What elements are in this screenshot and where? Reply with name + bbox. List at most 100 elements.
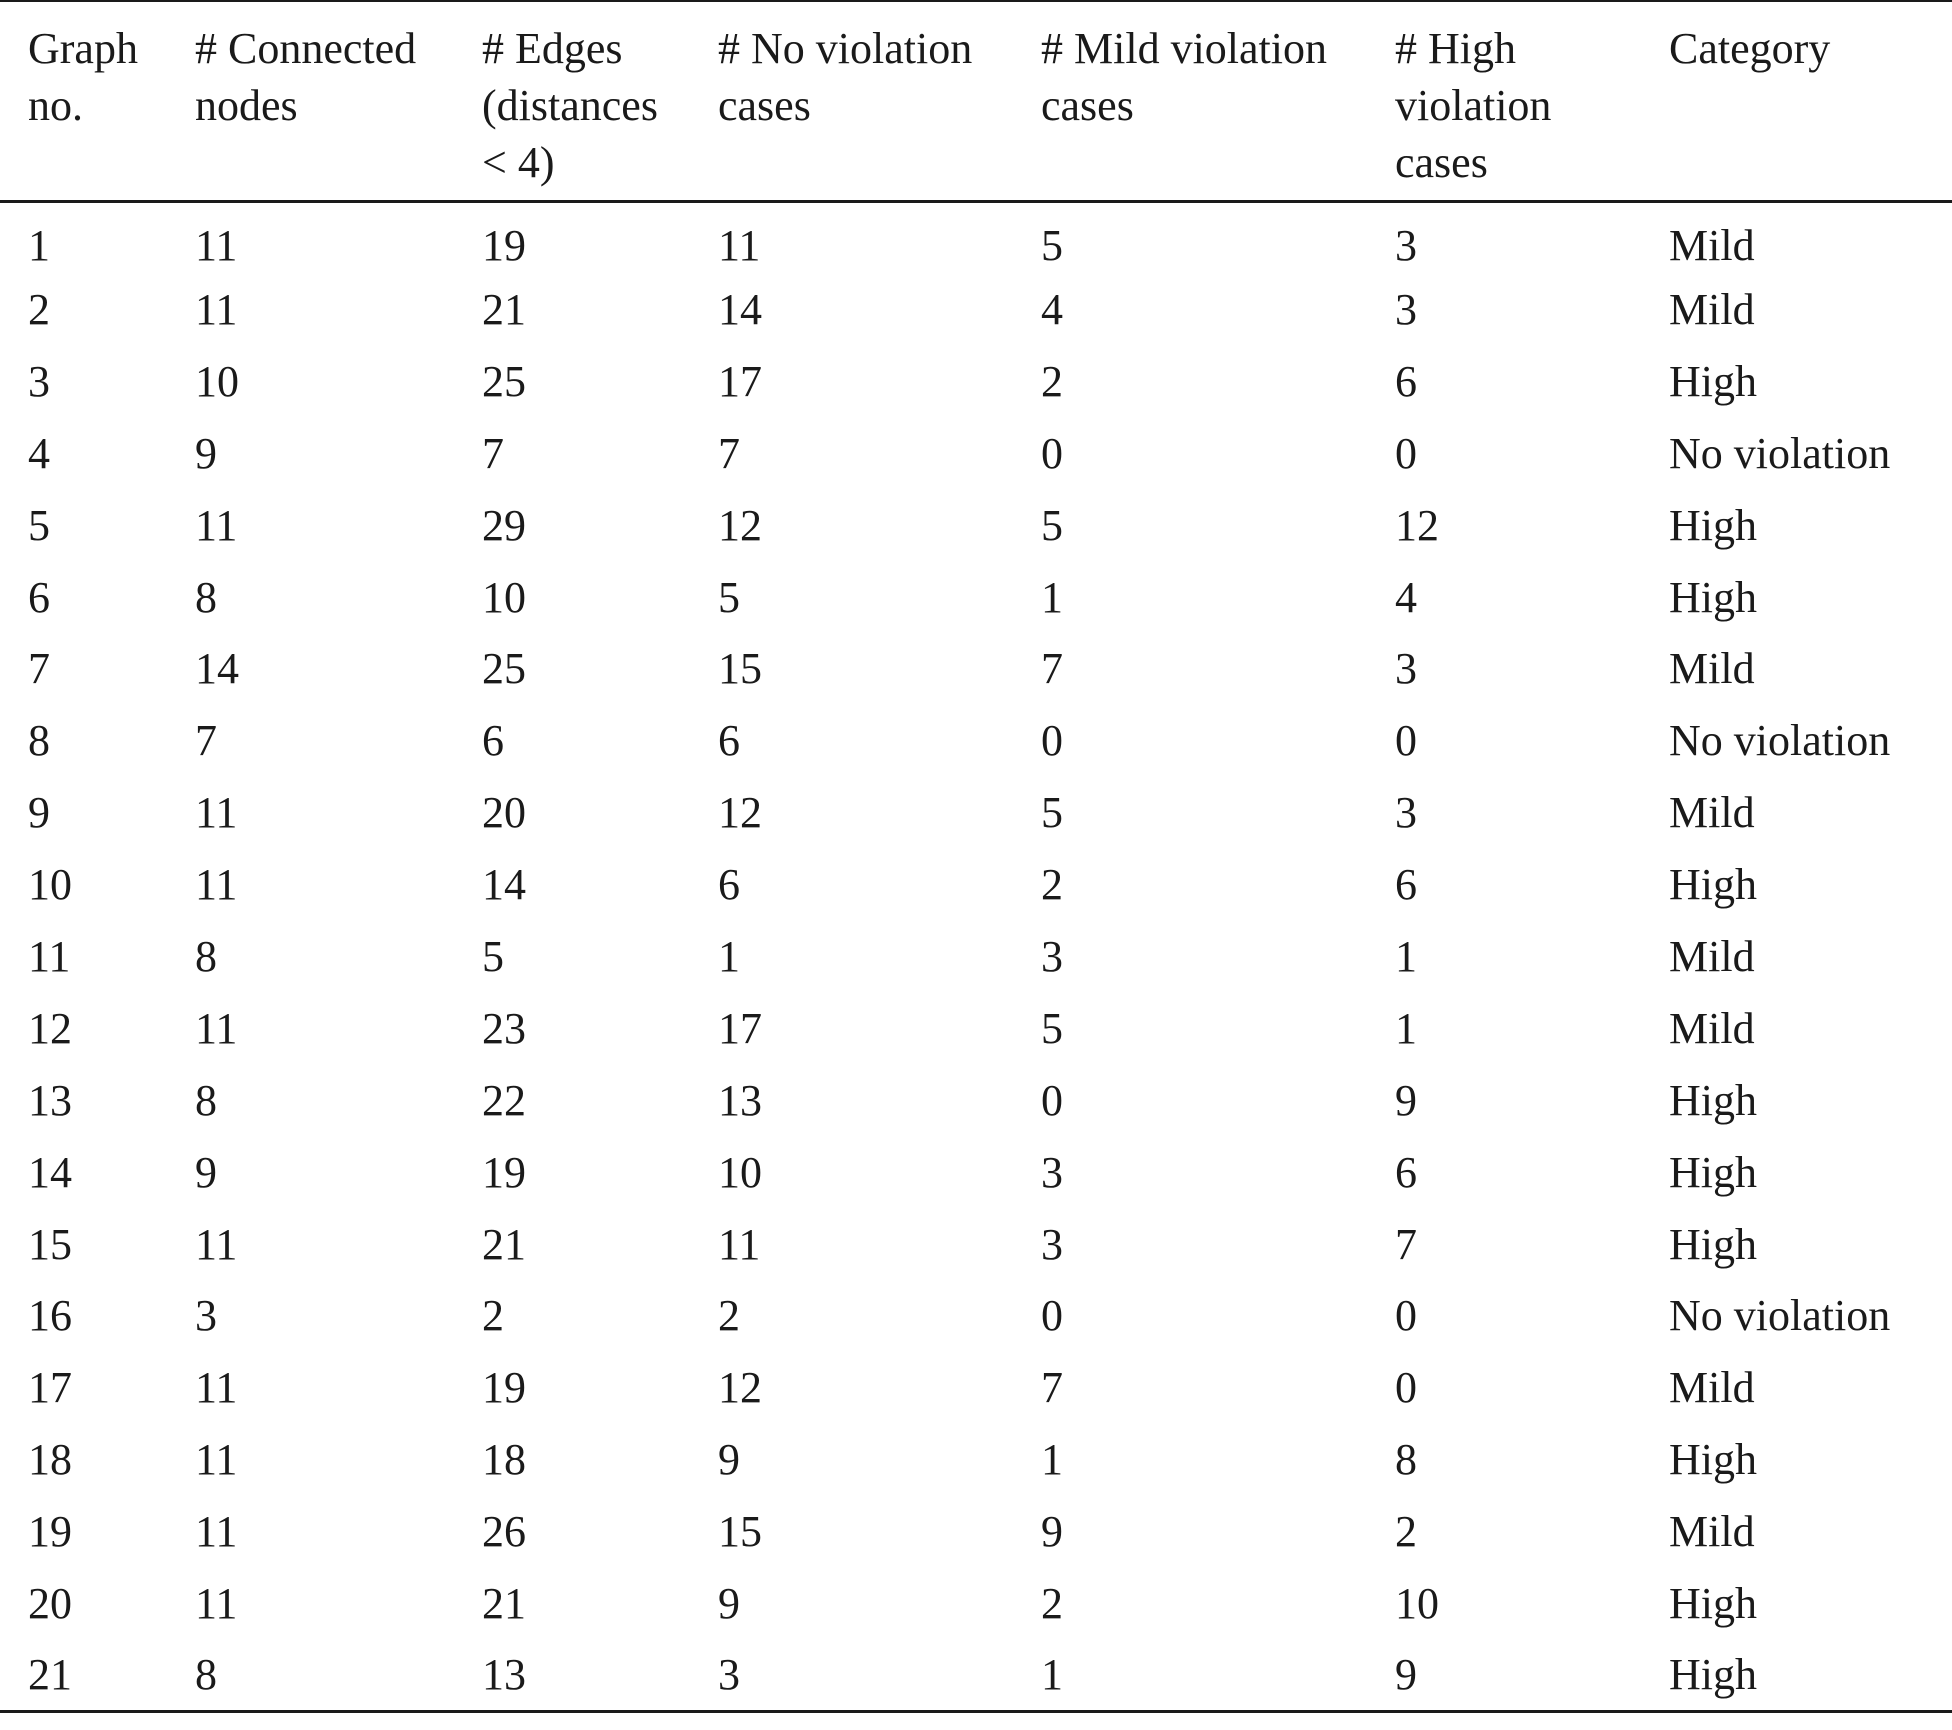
cell-high-violation-cases: 0: [1395, 1363, 1417, 1413]
column-header-line: cases: [1395, 138, 1488, 187]
cell-category: Mild: [1669, 1363, 1755, 1413]
cell-edges: 20: [482, 788, 526, 838]
cell-category: High: [1669, 500, 1757, 550]
cell-connected-nodes: 11: [195, 1219, 238, 1269]
cell-no-violation-cases: 17: [718, 356, 762, 406]
cell-category: Mild: [1669, 644, 1755, 694]
cell-high-violation-cases: 0: [1395, 1291, 1417, 1341]
cell-mild-violation-cases: 2: [1041, 1578, 1063, 1628]
cell-edges: 5: [482, 931, 504, 981]
table-row: 11 8 5 1 3 1 Mild: [0, 921, 1952, 993]
cell-no-violation-cases: 14: [718, 284, 762, 334]
cell-graph-no: 14: [28, 1147, 72, 1197]
cell-no-violation-cases: 12: [718, 1363, 762, 1413]
table-row: 1 11 19 11 5 3 Mild: [0, 201, 1952, 274]
cell-graph-no: 12: [28, 1003, 72, 1053]
cell-mild-violation-cases: 5: [1041, 1003, 1063, 1053]
cell-edges: 25: [482, 356, 526, 406]
table-row: 17 11 19 12 7 0 Mild: [0, 1352, 1952, 1424]
cell-graph-no: 13: [28, 1075, 72, 1125]
cell-mild-violation-cases: 4: [1041, 284, 1063, 334]
column-header-category: Category: [1669, 0, 1952, 203]
cell-no-violation-cases: 9: [718, 1578, 740, 1628]
header-row: Graph no. # Connected nodes # Edges (distance…: [0, 0, 1952, 203]
cell-high-violation-cases: 9: [1395, 1639, 1669, 1713]
cell-category: High: [1669, 1219, 1757, 1269]
cell-mild-violation-cases: 0: [1041, 428, 1063, 478]
cell-high-violation-cases: 4: [1395, 572, 1417, 622]
cell-high-violation-cases: 1: [1395, 931, 1417, 981]
cell-edges: 6: [482, 716, 504, 766]
cell-connected-nodes: 11: [195, 500, 238, 550]
cell-mild-violation-cases: 2: [1041, 356, 1063, 406]
cell-graph-no: 3: [28, 356, 50, 406]
cell-graph-no: 5: [28, 500, 50, 550]
cell-edges: 19: [482, 1147, 526, 1197]
cell-high-violation-cases: 3: [1395, 788, 1417, 838]
cell-category: High: [1669, 1578, 1757, 1628]
column-header-graph-no: Graph no.: [0, 0, 195, 203]
cell-graph-no: 1: [28, 220, 50, 270]
cell-mild-violation-cases: 3: [1041, 1147, 1063, 1197]
cell-graph-no: 18: [28, 1435, 72, 1485]
table-row: 18 11 18 9 1 8 High: [0, 1424, 1952, 1496]
cell-no-violation-cases: 10: [718, 1147, 762, 1197]
cell-edges: 22: [482, 1075, 526, 1125]
cell-category: No violation: [1669, 428, 1891, 478]
cell-graph-no: 16: [28, 1291, 72, 1341]
table-row: 8 7 6 6 0 0 No violation: [0, 705, 1952, 777]
cell-high-violation-cases: 2: [1395, 1507, 1417, 1557]
cell-no-violation-cases: 17: [718, 1003, 762, 1053]
cell-connected-nodes: 14: [195, 644, 239, 694]
column-header-line: cases: [1041, 81, 1134, 130]
cell-connected-nodes: 9: [195, 1147, 217, 1197]
cell-category: Mild: [1669, 1507, 1755, 1557]
table-row: 7 14 25 15 7 3 Mild: [0, 633, 1952, 705]
cell-edges: 7: [482, 428, 504, 478]
cell-connected-nodes: 10: [195, 356, 239, 406]
cell-category: Mild: [1669, 284, 1755, 334]
cell-category: High: [1669, 860, 1757, 910]
cell-high-violation-cases: 0: [1395, 428, 1417, 478]
table-row: 15 11 21 11 3 7 High: [0, 1208, 1952, 1280]
cell-category: High: [1669, 1435, 1757, 1485]
column-header-edges: # Edges (distances < 4): [482, 0, 718, 203]
cell-edges: 14: [482, 860, 526, 910]
cell-edges: 13: [482, 1639, 718, 1713]
cell-graph-no: 6: [28, 572, 50, 622]
cell-edges: 21: [482, 1578, 526, 1628]
cell-mild-violation-cases: 0: [1041, 716, 1063, 766]
cell-mild-violation-cases: 5: [1041, 500, 1063, 550]
column-header-line: Category: [1669, 24, 1831, 73]
cell-edges: 21: [482, 284, 526, 334]
cell-connected-nodes: 11: [195, 1003, 238, 1053]
cell-mild-violation-cases: 3: [1041, 931, 1063, 981]
cell-connected-nodes: 11: [195, 1363, 238, 1413]
cell-high-violation-cases: 0: [1395, 716, 1417, 766]
cell-mild-violation-cases: 1: [1041, 1639, 1395, 1713]
column-header-line: Graph: [28, 24, 138, 73]
table-row: 16 3 2 2 0 0 No violation: [0, 1280, 1952, 1352]
cell-connected-nodes: 8: [195, 572, 217, 622]
cell-mild-violation-cases: 5: [1041, 220, 1063, 270]
cell-graph-no: 9: [28, 788, 50, 838]
cell-no-violation-cases: 11: [718, 220, 761, 270]
cell-high-violation-cases: 6: [1395, 1147, 1417, 1197]
cell-connected-nodes: 3: [195, 1291, 217, 1341]
cell-high-violation-cases: 1: [1395, 1003, 1417, 1053]
cell-connected-nodes: 8: [195, 1075, 217, 1125]
cell-mild-violation-cases: 2: [1041, 860, 1063, 910]
column-header-line: # No violation: [718, 24, 973, 73]
cell-no-violation-cases: 15: [718, 644, 762, 694]
table-row: 6 8 10 5 1 4 High: [0, 561, 1952, 633]
column-header-line: < 4): [482, 138, 555, 187]
cell-category: High: [1669, 1147, 1757, 1197]
cell-connected-nodes: 11: [195, 788, 238, 838]
column-header-no-violation-cases: # No violation cases: [718, 0, 1041, 203]
table-row: 3 10 25 17 2 6 High: [0, 345, 1952, 417]
cell-high-violation-cases: 3: [1395, 644, 1417, 694]
cell-category: Mild: [1669, 1003, 1755, 1053]
table-row: 4 9 7 7 0 0 No violation: [0, 417, 1952, 489]
column-header-high-violation-cases: # High violation cases: [1395, 0, 1669, 203]
